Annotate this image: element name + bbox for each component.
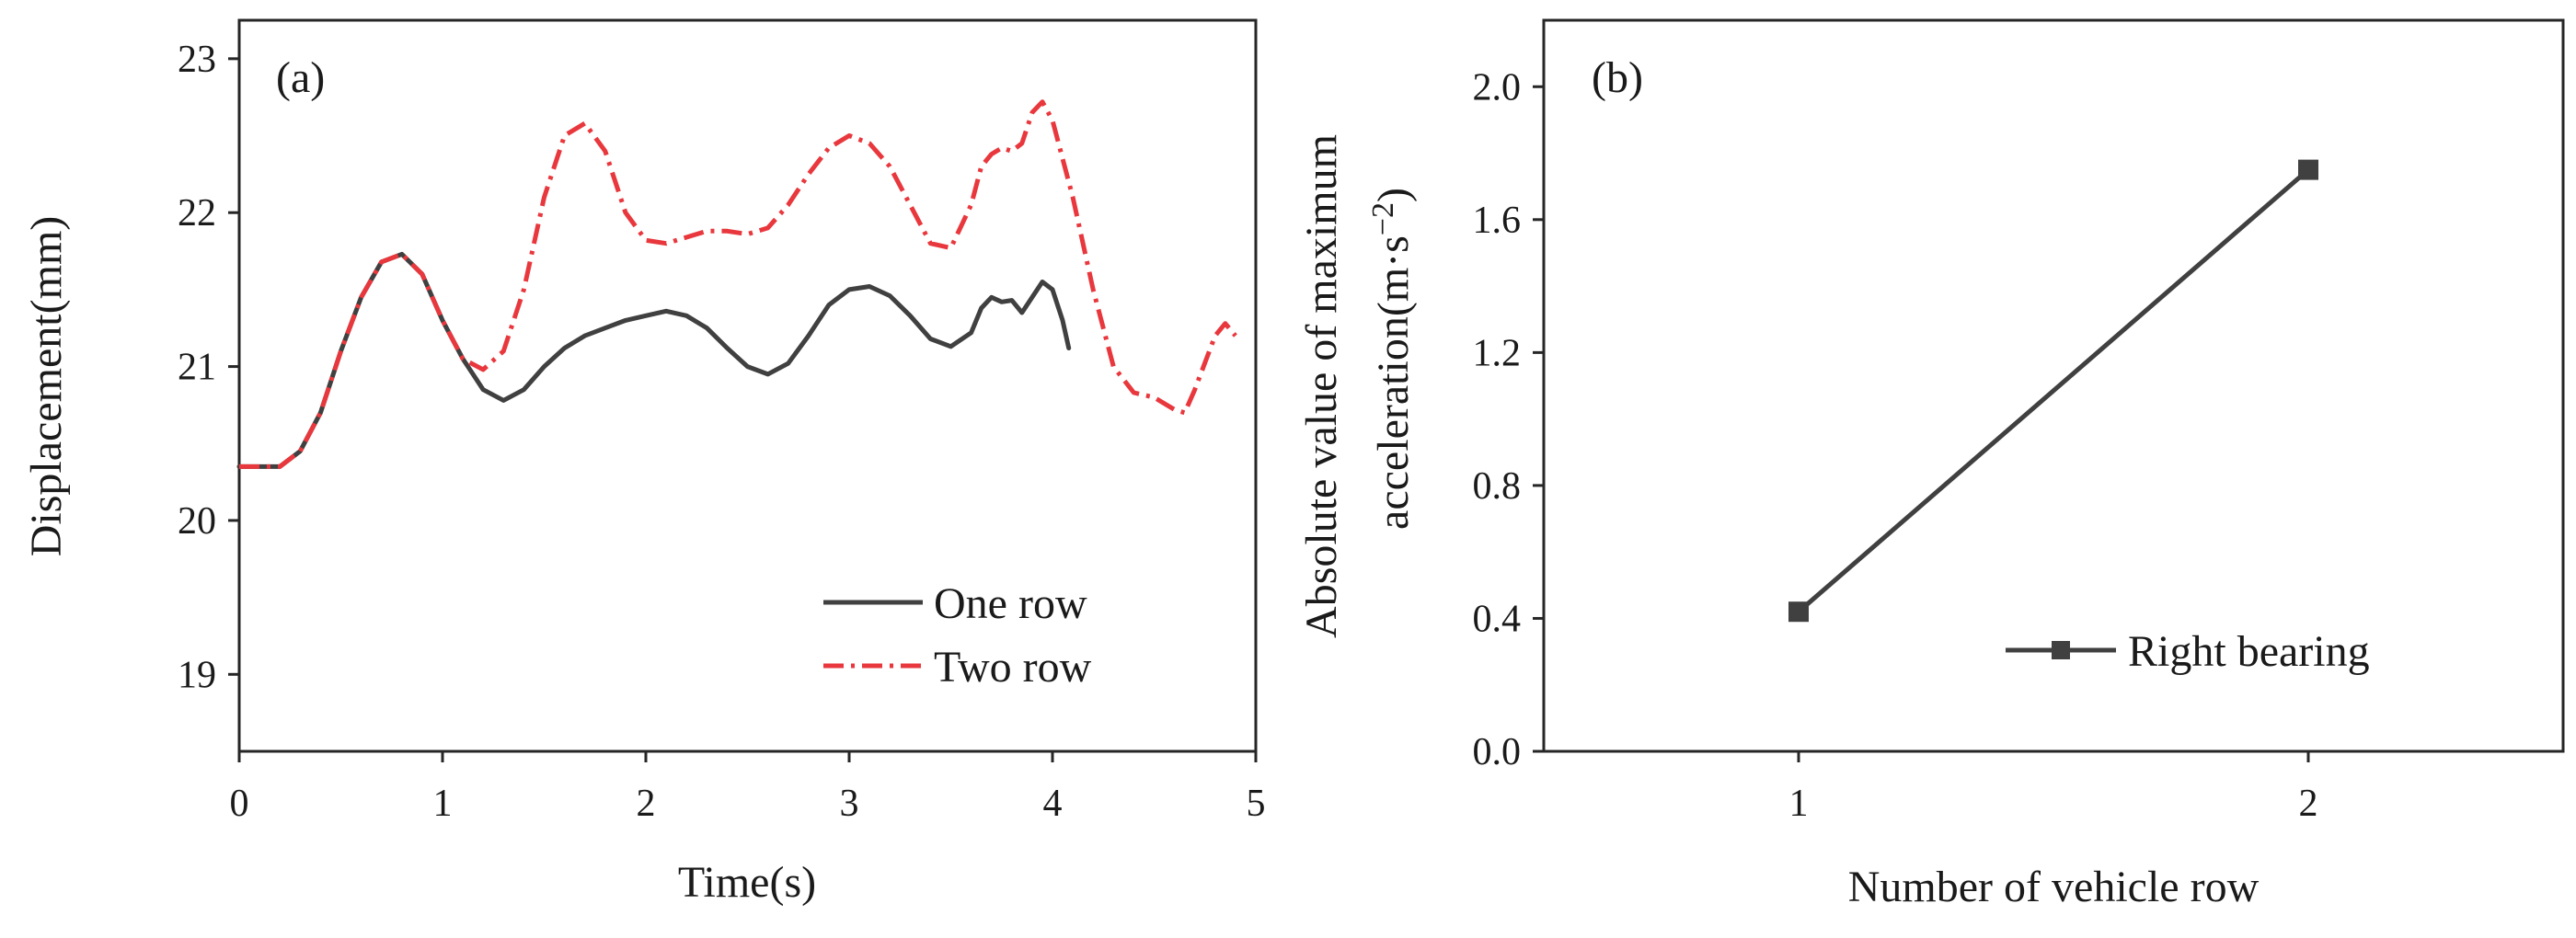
chart-a-y-axis-title: Displacement(mm) [22,216,71,557]
chart-a-series-line-one-row [236,251,1072,469]
chart-a-x-tick-label: 3 [840,783,859,825]
chart-a-series-line-two-row [239,99,1237,469]
legend-label-right-bearing: Right bearing [2128,627,2370,676]
chart-b-panel-label: (b) [1592,53,1643,102]
chart-a-y-tick-label: 23 [178,39,216,81]
chart-a-y-tick-label: 22 [178,192,216,234]
chart-b-y-tick-label: 2.0 [1473,66,1522,109]
ylabel-close: ) [1369,188,1418,202]
chart-b-x-tick-label: 1 [1789,783,1809,825]
chart-b-y-tick-label: 0.0 [1473,731,1522,773]
legend-marker-right-bearing [2052,641,2070,659]
chart-a-y-tick-label: 20 [178,500,216,543]
chart-a-x-tick-label: 1 [433,783,453,825]
chart-a-legend: One row Two row [823,579,1092,692]
chart-b-series [1788,159,2318,623]
chart-a-x-tick-label: 2 [637,783,656,825]
chart-b-ticks: 1 2 0.0 0.4 0.8 1.2 1.6 2.0 [1473,66,2318,825]
chart-b-y-tick-label: 0.4 [1473,598,1522,640]
legend-label-one-row: One row [934,579,1087,628]
ylabel-superscript: −2 [1366,202,1400,235]
chart-a-frame [237,18,1258,753]
chart-a-x-tick-label: 4 [1043,783,1063,825]
chart-b-y-axis-title-line2: acceleration(m·s−2) [1366,188,1418,530]
chart-b-frame [1542,18,2565,753]
chart-b-data-point-right-bearing [2298,159,2318,180]
legend-label-two-row: Two row [934,643,1092,692]
chart-b-y-tick-label: 1.2 [1473,332,1522,374]
chart-b: 1 2 0.0 0.4 0.8 1.2 1.6 2.0 (b) Number of vehic… [1297,18,2565,911]
chart-b-y-tick-label: 0.8 [1473,465,1522,508]
chart-b-x-axis-title: Number of vehicle row [1848,863,2260,911]
chart-a-panel-label: (a) [276,53,325,102]
ylabel-base: acceleration(m·s [1369,235,1418,530]
chart-a-x-tick-label: 0 [230,783,249,825]
chart-a-x-axis-title: Time(s) [678,858,816,907]
chart-b-series-line-right-bearing [1796,167,2311,614]
chart-a-x-tick-label: 5 [1247,783,1266,825]
chart-b-x-tick-label: 2 [2299,783,2318,825]
chart-b-y-axis-title-line1: Absolute value of maximum [1297,134,1346,638]
chart-a-y-tick-label: 19 [178,654,216,696]
chart-a-y-tick-label: 21 [178,347,216,389]
chart-a-series [236,99,1237,469]
chart-b-legend: Right bearing [2006,627,2370,676]
chart-b-data-point-right-bearing [1788,601,1809,623]
chart-b-y-tick-label: 1.6 [1473,200,1522,242]
